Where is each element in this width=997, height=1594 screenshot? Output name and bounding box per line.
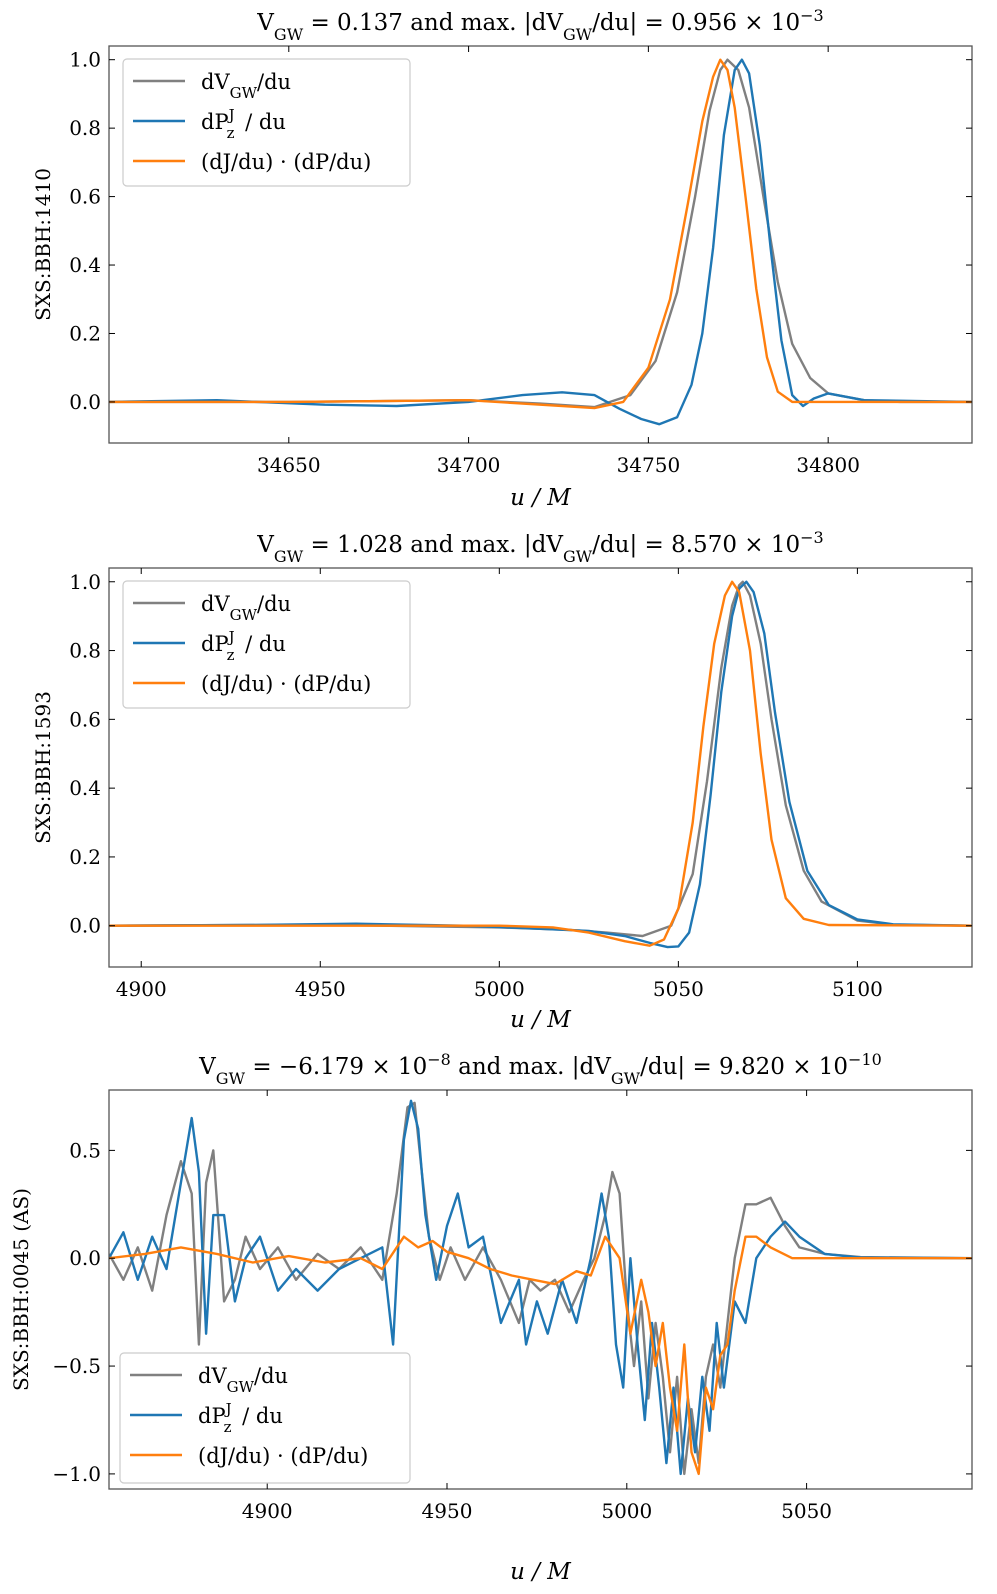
y-axis-label: SXS:BBH:1410 bbox=[31, 168, 55, 321]
x-tick-label: 4950 bbox=[422, 1499, 473, 1523]
series-group bbox=[109, 580, 972, 949]
legend-label: dVGW/du bbox=[201, 592, 291, 624]
x-tick-label: 5050 bbox=[781, 1499, 832, 1523]
series-line-blue bbox=[109, 580, 972, 949]
chart-title: VGW = 0.137 and max. |dVGW/du| = 0.956 ×… bbox=[256, 6, 823, 44]
chart-panel-bbh1593: VGW = 1.028 and max. |dVGW/du| = 8.570 ×… bbox=[0, 522, 997, 1044]
series-line-blue bbox=[109, 1099, 972, 1476]
series-group bbox=[109, 58, 972, 426]
x-tick-label: 4900 bbox=[242, 1499, 293, 1523]
y-tick-label: 0.5 bbox=[69, 1138, 101, 1162]
legend-box bbox=[122, 580, 411, 709]
x-tick-label: 4900 bbox=[116, 977, 167, 1001]
legend-label: (dJ/du) · (dP/du) bbox=[198, 1444, 368, 1468]
y-tick-label: 0.0 bbox=[69, 390, 101, 414]
chart-panel-bbh1410: VGW = 0.137 and max. |dVGW/du| = 0.956 ×… bbox=[0, 0, 997, 522]
legend-label: (dJ/du) · (dP/du) bbox=[201, 672, 371, 696]
legend-box bbox=[119, 1352, 411, 1484]
y-axis-label: SXS:BBH:1593 bbox=[31, 691, 55, 844]
y-tick-label: 0.4 bbox=[69, 253, 101, 277]
y-tick-label: 0.6 bbox=[69, 707, 101, 731]
legend-label: dPJ z / du bbox=[201, 106, 286, 142]
legend: dVGW/du dPJ z / du (dJ/du) · (dP/du) bbox=[122, 58, 411, 187]
y-tick-label: 0.0 bbox=[69, 1246, 101, 1270]
y-tick-label: 0.6 bbox=[69, 185, 101, 209]
x-tick-label: 34750 bbox=[617, 453, 681, 477]
y-tick-label: 0.2 bbox=[69, 321, 101, 345]
y-tick-label: 0.8 bbox=[69, 639, 101, 663]
x-tick-label: 34700 bbox=[437, 453, 501, 477]
legend-box bbox=[122, 58, 411, 187]
legend-label: dVGW/du bbox=[198, 1364, 288, 1396]
y-tick-label: 0.4 bbox=[69, 776, 101, 800]
series-line-gray bbox=[109, 1101, 972, 1476]
series-line-orange bbox=[109, 58, 972, 410]
plot-frame bbox=[108, 1089, 973, 1490]
y-tick-label: −0.5 bbox=[52, 1354, 101, 1378]
x-tick-label: 5000 bbox=[601, 1499, 652, 1523]
x-axis-label: u / M bbox=[510, 1007, 572, 1033]
x-tick-label: 5050 bbox=[653, 977, 704, 1001]
y-axis-label: SXS:BBH:0045 (AS) bbox=[9, 1188, 33, 1391]
x-axis-label: u / M bbox=[510, 485, 572, 511]
chart-title: VGW = −6.179 × 10−8 and max. |dVGW/du| =… bbox=[198, 1050, 882, 1088]
series-group bbox=[109, 1099, 972, 1476]
y-tick-label: 0.8 bbox=[69, 116, 101, 140]
x-tick-label: 5100 bbox=[832, 977, 883, 1001]
plot-frame bbox=[108, 45, 973, 444]
series-line-blue bbox=[109, 58, 972, 426]
series-line-orange bbox=[109, 1235, 972, 1476]
y-tick-label: 1.0 bbox=[69, 48, 101, 72]
chart-svg-bbh0045: VGW = −6.179 × 10−8 and max. |dVGW/du| =… bbox=[9, 1050, 973, 1585]
y-tick-label: 0.0 bbox=[69, 914, 101, 938]
legend: dVGW/du dPJ z / du (dJ/du) · (dP/du) bbox=[119, 1352, 411, 1484]
x-tick-label: 5000 bbox=[474, 977, 525, 1001]
legend: dVGW/du dPJ z / du (dJ/du) · (dP/du) bbox=[122, 580, 411, 709]
legend-label: (dJ/du) · (dP/du) bbox=[201, 150, 371, 174]
x-tick-label: 4950 bbox=[295, 977, 346, 1001]
plot-frame bbox=[108, 567, 973, 968]
legend-label: dVGW/du bbox=[201, 70, 291, 102]
chart-svg-bbh1410: VGW = 0.137 and max. |dVGW/du| = 0.956 ×… bbox=[31, 6, 973, 511]
chart-svg-bbh1593: VGW = 1.028 and max. |dVGW/du| = 8.570 ×… bbox=[31, 528, 973, 1033]
x-tick-label: 34800 bbox=[796, 453, 860, 477]
chart-panel-bbh0045: VGW = −6.179 × 10−8 and max. |dVGW/du| =… bbox=[0, 1044, 997, 1594]
legend-label: dPJ z / du bbox=[201, 628, 286, 664]
y-tick-label: 0.2 bbox=[69, 845, 101, 869]
y-tick-label: −1.0 bbox=[52, 1462, 101, 1486]
x-axis-label: u / M bbox=[510, 1559, 572, 1585]
y-tick-label: 1.0 bbox=[69, 570, 101, 594]
x-tick-label: 34650 bbox=[257, 453, 321, 477]
legend-label: dPJ z / du bbox=[198, 1400, 283, 1436]
chart-title: VGW = 1.028 and max. |dVGW/du| = 8.570 ×… bbox=[256, 528, 823, 566]
series-line-orange bbox=[109, 580, 972, 947]
